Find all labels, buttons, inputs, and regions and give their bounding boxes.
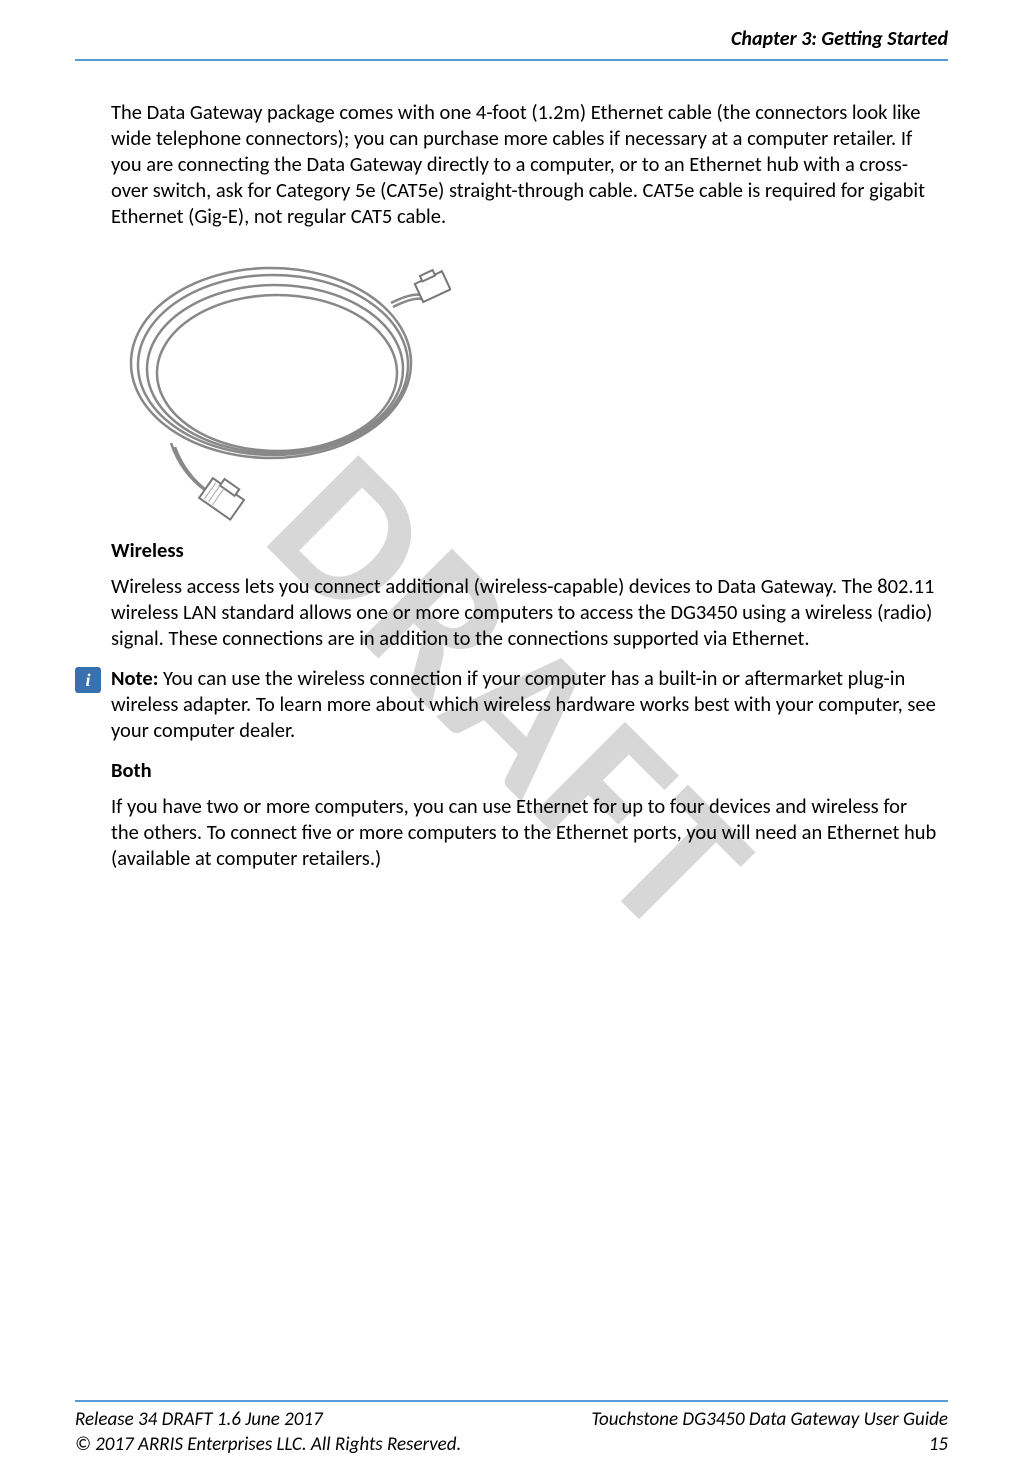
footer-copyright: © 2017 ARRIS Enterprises LLC. All Rights… bbox=[75, 1433, 461, 1456]
both-paragraph: If you have two or more computers, you c… bbox=[111, 793, 938, 871]
page-content: The Data Gateway package comes with one … bbox=[75, 99, 948, 871]
wireless-paragraph: Wireless access lets you connect additio… bbox=[111, 573, 938, 651]
note-block: i Note: You can use the wireless connect… bbox=[111, 665, 938, 743]
wireless-heading: Wireless bbox=[111, 537, 938, 563]
note-text: You can use the wireless connection if y… bbox=[111, 665, 936, 743]
note-paragraph: Note: You can use the wireless connectio… bbox=[111, 665, 938, 743]
both-heading: Both bbox=[111, 757, 938, 783]
note-label: Note: bbox=[111, 665, 158, 691]
page-footer: Release 34 DRAFT 1.6 June 2017 Touchston… bbox=[75, 1400, 948, 1456]
footer-page-number: 15 bbox=[929, 1433, 948, 1456]
info-icon: i bbox=[75, 667, 101, 693]
footer-guide-title: Touchstone DG3450 Data Gateway User Guid… bbox=[591, 1408, 948, 1431]
footer-release: Release 34 DRAFT 1.6 June 2017 bbox=[75, 1408, 323, 1431]
page-header: Chapter 3: Getting Started bbox=[75, 27, 948, 61]
intro-paragraph: The Data Gateway package comes with one … bbox=[111, 99, 938, 229]
ethernet-cable-illustration bbox=[111, 243, 451, 523]
